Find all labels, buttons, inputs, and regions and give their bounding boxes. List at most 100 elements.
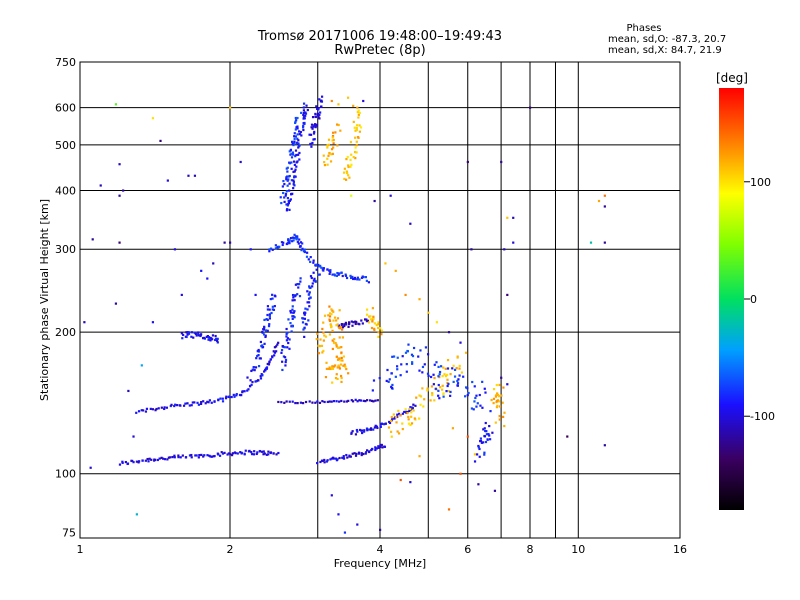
data-point bbox=[300, 248, 303, 252]
data-point bbox=[456, 356, 459, 359]
data-point bbox=[219, 397, 222, 400]
data-point bbox=[317, 108, 320, 111]
colorbar-ticks: 100 0 -100 bbox=[744, 176, 775, 423]
data-point bbox=[250, 383, 253, 386]
data-point bbox=[314, 112, 317, 116]
data-point bbox=[319, 338, 322, 341]
data-point bbox=[466, 394, 469, 397]
data-point bbox=[240, 394, 243, 397]
data-point bbox=[362, 430, 366, 433]
data-point bbox=[295, 126, 298, 129]
data-point bbox=[207, 336, 211, 339]
data-point bbox=[293, 170, 296, 173]
data-point bbox=[308, 400, 311, 403]
data-point bbox=[488, 434, 491, 437]
data-point bbox=[315, 123, 319, 126]
data-point bbox=[288, 189, 291, 192]
data-point bbox=[266, 313, 269, 317]
data-points bbox=[83, 95, 606, 534]
data-point bbox=[410, 406, 414, 409]
data-point bbox=[377, 321, 380, 324]
data-point bbox=[489, 410, 492, 413]
data-point bbox=[603, 444, 606, 447]
data-point bbox=[284, 194, 287, 197]
data-point bbox=[262, 333, 266, 336]
data-point bbox=[441, 384, 444, 387]
data-point bbox=[271, 308, 274, 311]
data-point bbox=[229, 453, 232, 456]
data-point bbox=[342, 455, 345, 458]
data-point bbox=[329, 458, 332, 461]
data-point bbox=[188, 454, 192, 457]
data-point bbox=[473, 400, 476, 403]
data-point bbox=[268, 248, 271, 251]
data-point bbox=[268, 313, 271, 316]
data-point bbox=[298, 283, 301, 286]
data-point bbox=[186, 333, 189, 336]
data-point bbox=[188, 404, 191, 407]
data-point bbox=[302, 117, 305, 120]
data-point bbox=[239, 160, 242, 164]
data-point bbox=[262, 450, 265, 453]
data-point bbox=[292, 170, 295, 173]
data-point bbox=[318, 98, 321, 101]
data-point bbox=[261, 330, 264, 334]
data-point bbox=[410, 411, 413, 414]
data-point bbox=[266, 308, 269, 311]
data-point bbox=[353, 276, 357, 280]
data-point bbox=[238, 393, 242, 397]
data-point bbox=[358, 111, 361, 115]
data-point bbox=[405, 363, 408, 366]
data-point bbox=[312, 271, 315, 274]
data-point bbox=[273, 354, 276, 357]
data-point bbox=[181, 337, 184, 340]
data-point bbox=[261, 450, 264, 453]
data-point bbox=[426, 372, 430, 375]
data-point bbox=[197, 456, 200, 459]
data-point bbox=[529, 106, 532, 109]
data-point bbox=[330, 153, 333, 156]
data-point bbox=[320, 95, 324, 98]
data-point bbox=[284, 364, 287, 367]
data-point bbox=[470, 248, 473, 251]
data-point bbox=[342, 364, 345, 367]
data-point bbox=[360, 429, 364, 432]
data-point bbox=[233, 395, 236, 398]
data-point bbox=[405, 370, 408, 373]
data-point bbox=[502, 386, 505, 389]
data-point bbox=[300, 111, 303, 114]
data-point bbox=[293, 310, 296, 313]
data-point bbox=[323, 163, 327, 167]
data-point bbox=[199, 334, 202, 337]
data-point bbox=[206, 335, 209, 338]
data-point bbox=[340, 356, 343, 360]
data-point bbox=[312, 261, 315, 264]
data-point bbox=[488, 424, 491, 428]
data-point bbox=[359, 399, 362, 402]
data-point bbox=[290, 156, 294, 159]
data-point bbox=[331, 329, 334, 332]
data-point bbox=[261, 373, 264, 377]
data-point bbox=[206, 400, 209, 403]
data-point bbox=[351, 452, 354, 455]
data-point bbox=[338, 456, 341, 460]
data-point bbox=[291, 142, 294, 145]
data-point bbox=[328, 305, 331, 308]
data-point bbox=[476, 453, 479, 456]
data-point bbox=[295, 165, 298, 168]
data-point bbox=[343, 400, 346, 403]
data-point bbox=[271, 248, 274, 251]
data-point bbox=[385, 379, 388, 383]
data-point bbox=[288, 162, 292, 165]
data-point bbox=[427, 374, 430, 377]
data-point bbox=[306, 251, 309, 254]
data-point bbox=[346, 155, 349, 159]
data-point bbox=[352, 104, 355, 107]
data-point bbox=[397, 412, 401, 415]
data-point bbox=[160, 406, 163, 409]
data-point bbox=[370, 326, 374, 330]
data-point bbox=[340, 380, 343, 384]
data-point bbox=[296, 240, 299, 243]
data-point bbox=[230, 395, 233, 399]
data-point bbox=[390, 435, 393, 438]
